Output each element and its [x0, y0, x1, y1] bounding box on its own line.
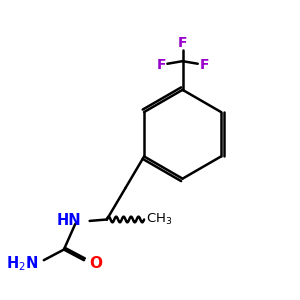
- Text: F: F: [156, 58, 166, 73]
- Text: F: F: [178, 36, 187, 50]
- Text: CH$_3$: CH$_3$: [146, 212, 172, 227]
- Text: F: F: [199, 58, 209, 73]
- Text: O: O: [90, 256, 103, 272]
- Text: HN: HN: [56, 213, 81, 228]
- Text: H$_2$N: H$_2$N: [6, 254, 38, 273]
